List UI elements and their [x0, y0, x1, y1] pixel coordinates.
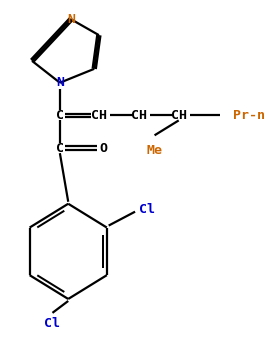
Text: CH: CH: [131, 109, 147, 122]
Text: O: O: [100, 142, 108, 155]
Text: CH: CH: [171, 109, 187, 122]
Text: Cl: Cl: [139, 203, 155, 216]
Text: Me: Me: [147, 144, 162, 157]
Text: Pr-n: Pr-n: [232, 109, 264, 122]
Text: C: C: [56, 109, 64, 122]
Text: Cl: Cl: [44, 317, 61, 330]
Text: N: N: [56, 76, 64, 89]
Text: C: C: [56, 142, 64, 155]
Text: N: N: [67, 13, 75, 26]
Text: CH: CH: [91, 109, 107, 122]
